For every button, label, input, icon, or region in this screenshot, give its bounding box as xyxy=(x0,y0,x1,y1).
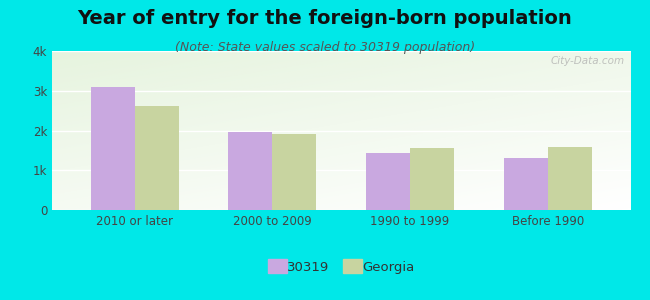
Legend: 30319, Georgia: 30319, Georgia xyxy=(263,256,420,280)
Bar xyxy=(135,106,179,210)
Bar xyxy=(228,133,272,210)
Bar xyxy=(272,134,317,210)
Text: City-Data.com: City-Data.com xyxy=(551,56,625,66)
Text: Year of entry for the foreign-born population: Year of entry for the foreign-born popul… xyxy=(77,9,573,28)
Text: (Note: State values scaled to 30319 population): (Note: State values scaled to 30319 popu… xyxy=(175,40,475,53)
Bar xyxy=(504,158,548,210)
Bar xyxy=(410,148,454,210)
Bar xyxy=(366,153,410,210)
Bar xyxy=(90,87,135,210)
Bar xyxy=(548,147,592,210)
